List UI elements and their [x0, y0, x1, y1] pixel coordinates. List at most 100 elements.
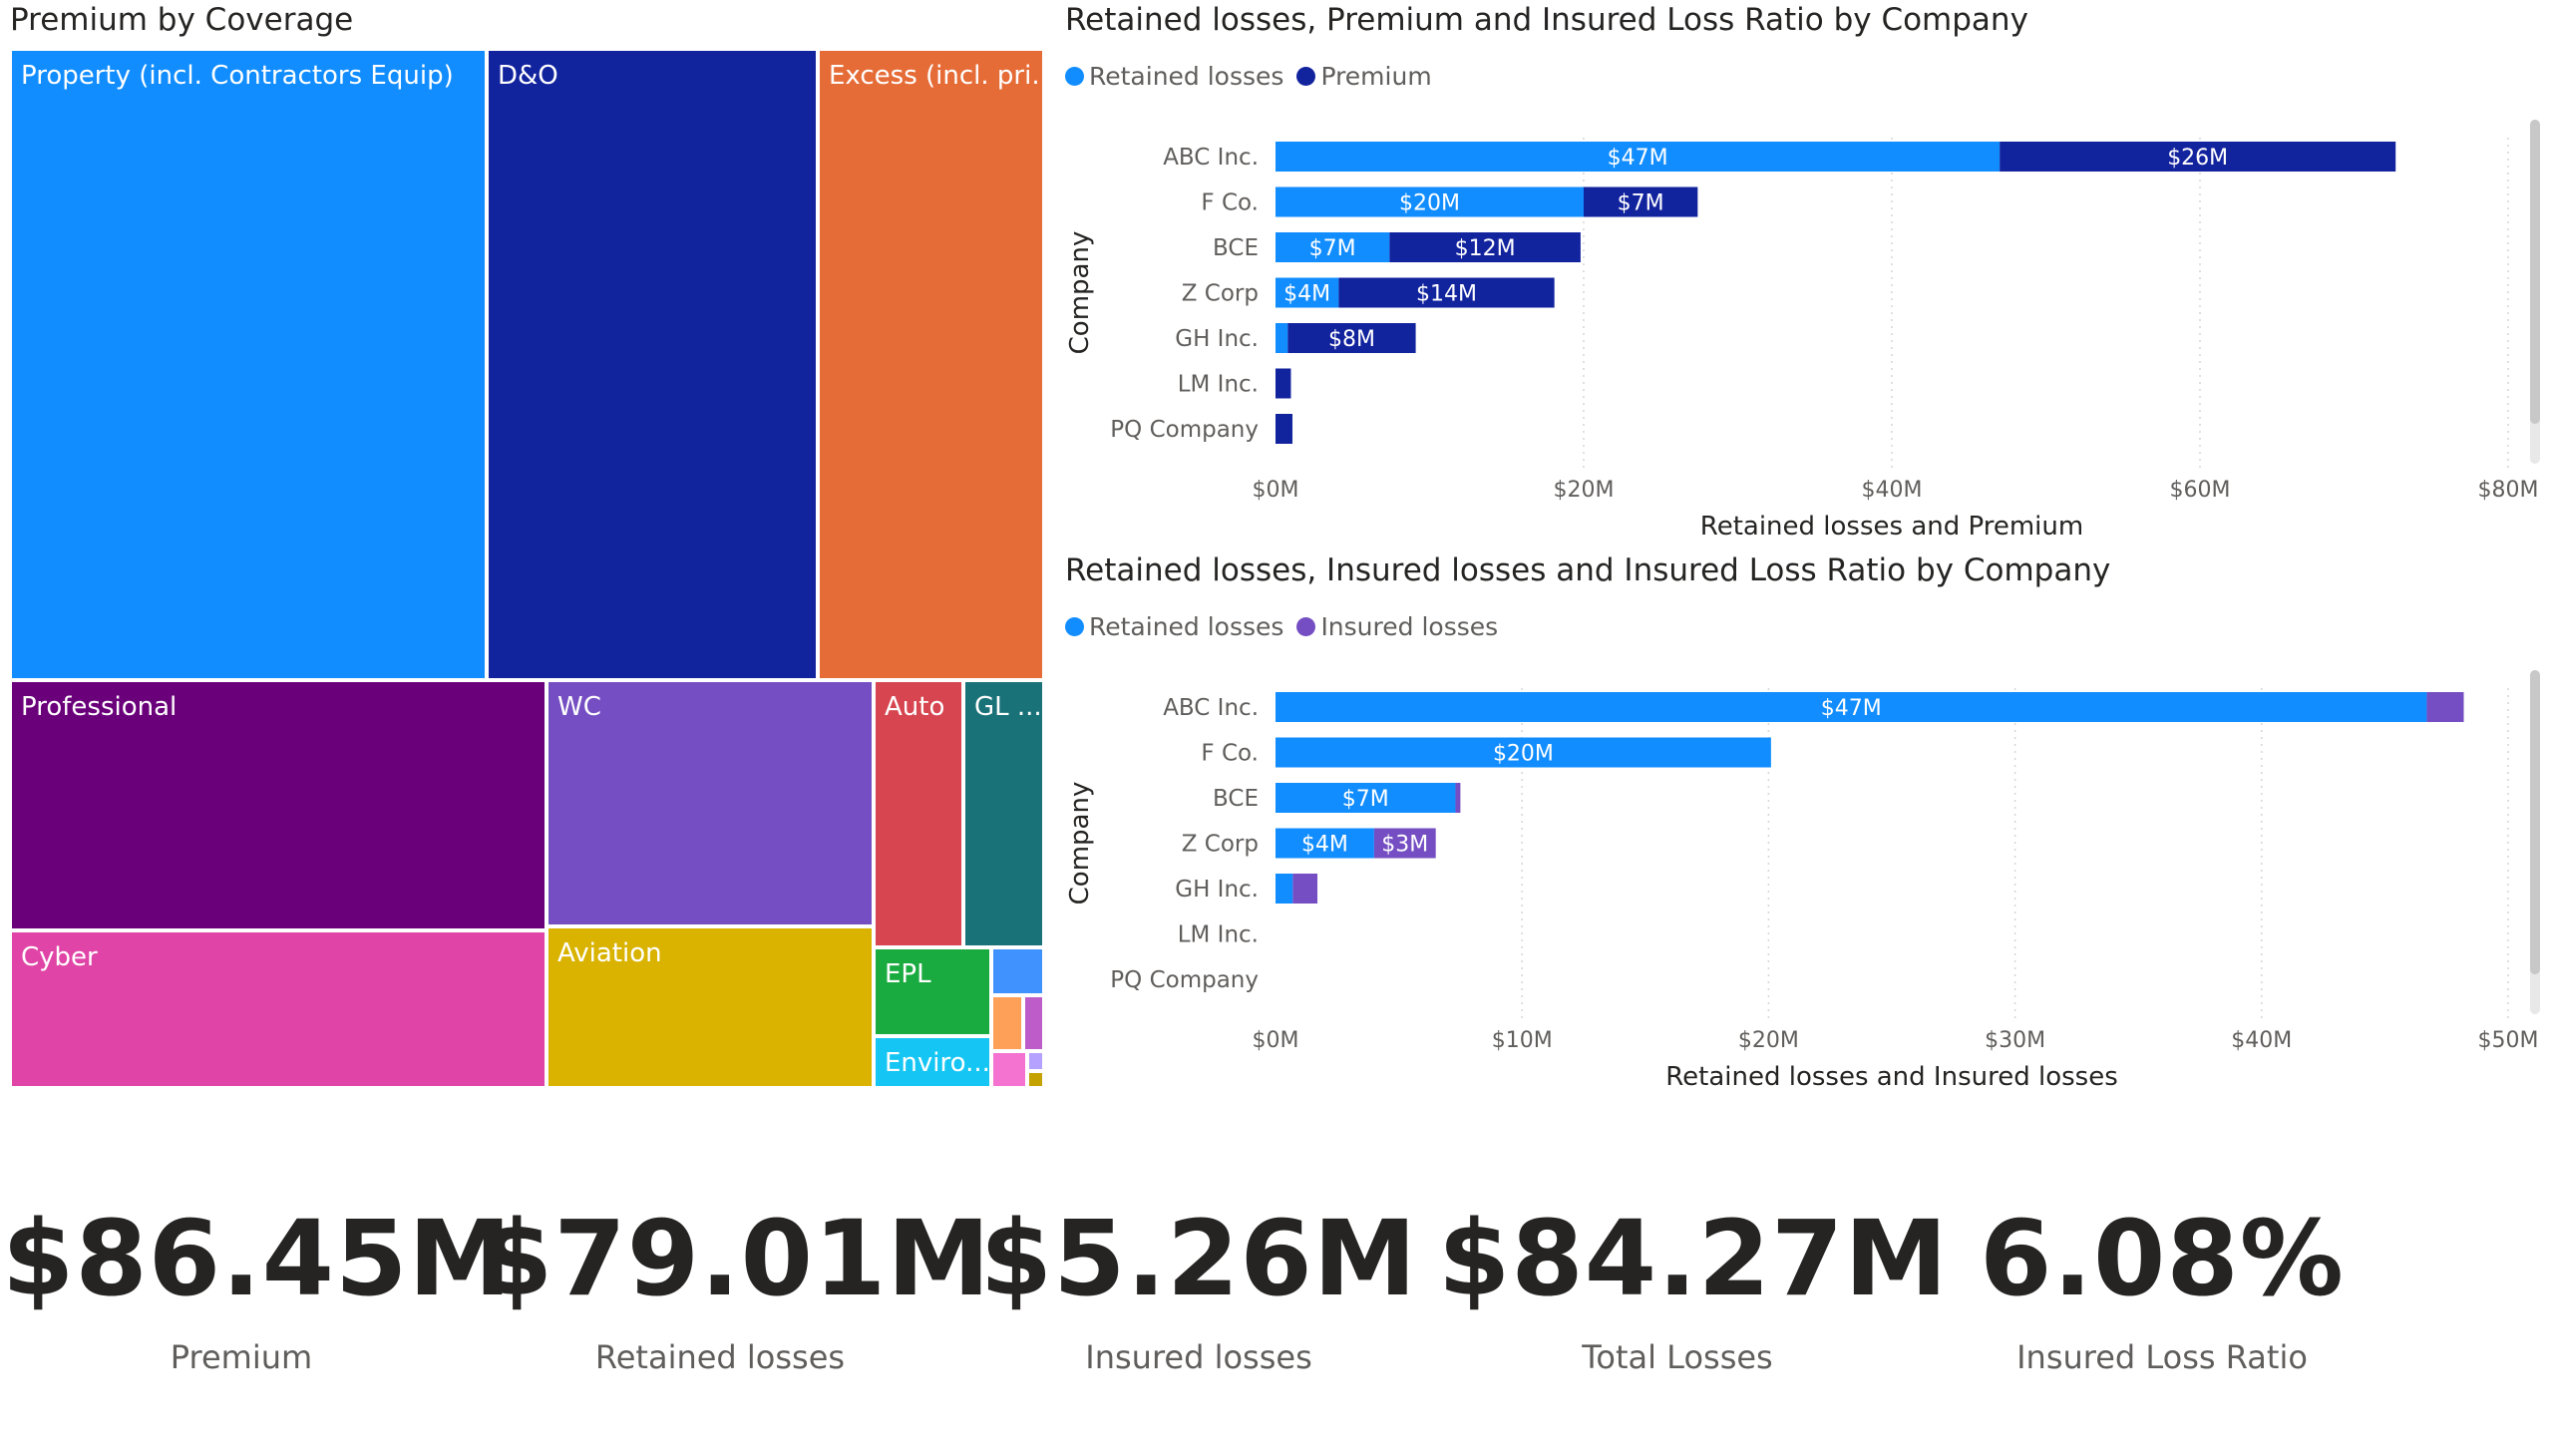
retained-legend-dot	[1065, 67, 1084, 86]
x-tick-label: $20M	[1738, 1028, 1799, 1053]
treemap-tile[interactable]: Cyber	[10, 930, 547, 1088]
x-tick-label: $0M	[1253, 1028, 1299, 1053]
treemap-tile[interactable]: Professional	[10, 680, 547, 930]
data-label: $3M	[1381, 833, 1428, 858]
data-label: $7M	[1309, 236, 1356, 261]
category-label: BCE	[1213, 786, 1259, 812]
x-tick-label: $40M	[1862, 478, 1923, 503]
card-value: $86.45M	[2, 1198, 513, 1319]
treemap-tile[interactable]: Excess (incl. pri...	[818, 49, 1044, 680]
data-label: $20M	[1399, 191, 1460, 216]
category-label: ABC Inc.	[1163, 145, 1259, 171]
treemap-tile[interactable]: GL ...	[963, 680, 1044, 947]
chart2-svg: $0M $10M $20M $30M $40M $50M Retained losses a…	[1065, 688, 2539, 1092]
data-label: $12M	[1455, 236, 1516, 261]
retained-legend-dot	[1065, 617, 1084, 636]
card-label: Retained losses	[594, 1338, 846, 1376]
x-tick-label: $80M	[2478, 478, 2539, 503]
treemap-tile[interactable]: D&O	[487, 49, 818, 680]
insured-legend-dot	[1296, 617, 1316, 636]
category-label: LM Inc.	[1178, 372, 1259, 398]
treemap-tile[interactable]: WC	[547, 680, 874, 926]
treemap-tile[interactable]: EPL	[874, 947, 991, 1036]
card-value: $79.01M	[481, 1198, 991, 1319]
bar	[1389, 232, 1581, 262]
data-label: $7M	[1342, 787, 1389, 812]
category-label: PQ Company	[1110, 417, 1259, 443]
card-insured-losses: $5.26M Insured losses	[959, 1207, 1438, 1376]
data-label: $8M	[1328, 327, 1375, 352]
treemap-tile[interactable]	[991, 947, 1044, 995]
category-label: Z Corp	[1182, 281, 1259, 307]
treemap-tile-label: Property (incl. Contractors Equip)	[21, 61, 454, 91]
data-label: $4M	[1301, 833, 1348, 858]
treemap-tile-label: WC	[557, 692, 601, 722]
chart1-scrollbar[interactable]	[2530, 120, 2540, 464]
card-total-losses: $84.27M Total Losses	[1438, 1198, 1949, 1376]
chart1-scroll-thumb[interactable]	[2530, 120, 2540, 424]
bar	[1373, 828, 1436, 859]
category-label: GH Inc.	[1175, 877, 1259, 903]
data-label: $4M	[1283, 282, 1330, 307]
bar	[1276, 186, 1584, 217]
treemap-tile[interactable]	[991, 995, 1023, 1051]
category-label: Z Corp	[1182, 832, 1259, 858]
bar	[2000, 142, 2396, 172]
bar	[1276, 874, 1293, 904]
data-label: $14M	[1416, 282, 1477, 307]
bar	[1276, 783, 1456, 813]
chart2-legend-insured-label: Insured losses	[1320, 612, 1499, 641]
bar	[1584, 186, 1698, 217]
category-label: F Co.	[1201, 741, 1259, 767]
data-label: $47M	[1608, 146, 1668, 171]
premium-treemap: Property (incl. Contractors Equip) D&O Exc…	[10, 49, 1044, 1088]
card-label: Premium	[170, 1338, 313, 1376]
data-label: $26M	[2167, 146, 2228, 171]
bar	[1276, 737, 1771, 768]
chart2-legend-retained-label: Retained losses	[1089, 612, 1284, 641]
x-tick-label: $40M	[2231, 1028, 2292, 1053]
x-tick-label: $0M	[1253, 478, 1299, 503]
treemap-tile[interactable]: Enviro...	[874, 1036, 991, 1088]
bar	[1276, 828, 1374, 859]
treemap-tile[interactable]: Property (incl. Contractors Equip)	[10, 49, 487, 680]
chart1-legend-premium[interactable]: Premium	[1296, 62, 1432, 91]
x-tick-label: $50M	[2478, 1028, 2539, 1053]
chart2-scrollbar[interactable]	[2530, 670, 2540, 1014]
category-label: BCE	[1213, 235, 1259, 261]
chart2-legend-retained[interactable]: Retained losses	[1065, 612, 1283, 641]
x-tick-label: $20M	[1554, 478, 1615, 503]
card-label: Insured Loss Ratio	[2016, 1338, 2308, 1376]
x-axis-title: Retained losses and Premium	[1700, 512, 2083, 542]
chart2-legend: Retained losses Insured losses	[1065, 612, 1511, 641]
category-label: LM Inc.	[1178, 922, 1259, 948]
bar	[1287, 323, 1416, 353]
x-tick-label: $10M	[1492, 1028, 1553, 1053]
bar	[1455, 783, 1461, 813]
treemap-tile-label: Enviro...	[885, 1048, 990, 1078]
chart2-scroll-thumb[interactable]	[2530, 670, 2540, 974]
treemap-tile[interactable]: Aviation	[547, 926, 874, 1088]
treemap-tile[interactable]	[991, 1051, 1027, 1088]
chart2-legend-insured[interactable]: Insured losses	[1296, 612, 1498, 641]
treemap-tile-label: Professional	[21, 692, 178, 722]
treemap-tile-label: Aviation	[557, 938, 662, 968]
category-label: F Co.	[1201, 190, 1259, 216]
card-value: 6.08%	[1980, 1198, 2345, 1319]
category-label: GH Inc.	[1175, 326, 1259, 352]
x-tick-label: $30M	[1985, 1028, 2045, 1053]
chart1-legend-retained[interactable]: Retained losses	[1065, 62, 1283, 91]
treemap-tile[interactable]	[1027, 1051, 1044, 1071]
category-label: ABC Inc.	[1163, 695, 1259, 721]
treemap-tile[interactable]	[1023, 995, 1044, 1051]
data-label: $47M	[1821, 696, 1882, 721]
chart1-svg: $0M $20M $40M $60M $80M Retained losses and P…	[1065, 138, 2539, 542]
treemap-tile[interactable]: Auto	[874, 680, 963, 947]
bar	[1276, 232, 1390, 262]
treemap-tile-label: Cyber	[21, 942, 98, 972]
card-value: $84.27M	[1438, 1198, 1949, 1319]
chart1-legend-retained-label: Retained losses	[1089, 62, 1284, 91]
treemap-title: Premium by Coverage	[10, 2, 354, 38]
chart1-legend: Retained losses Premium	[1065, 62, 1445, 91]
treemap-tile[interactable]	[1027, 1071, 1044, 1088]
